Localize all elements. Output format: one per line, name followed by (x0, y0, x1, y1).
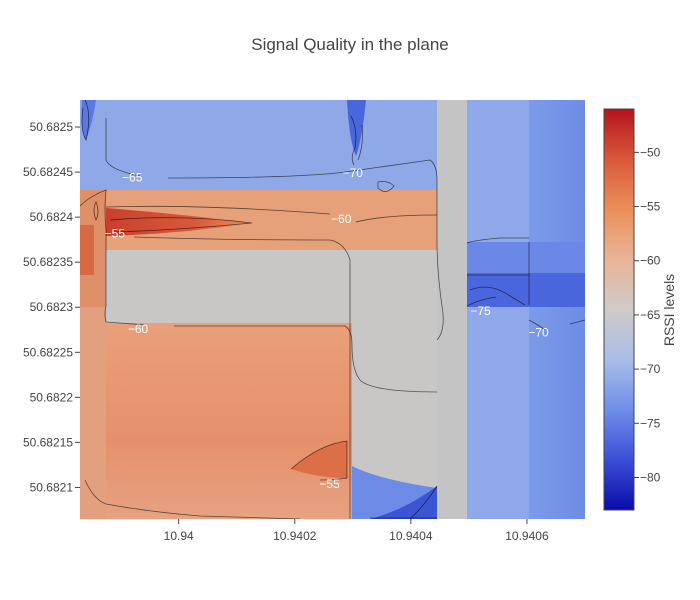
region-right-deep-band (467, 273, 585, 307)
contour-label: −70 (343, 166, 364, 180)
contour-line (350, 115, 357, 166)
colorbar-tick-label: −75 (640, 416, 661, 430)
contour-line (93, 201, 99, 221)
contour-line (105, 321, 147, 326)
y-tick-label: 50.6825 (30, 120, 74, 134)
heatmap-area (80, 100, 585, 519)
contour-line (409, 485, 438, 519)
x-tick-label: 10.9402 (273, 529, 317, 543)
contour-label: −75 (470, 304, 491, 318)
contour-line (569, 319, 585, 325)
x-tick-label: 10.94 (164, 529, 194, 543)
colorbar: −50 −55 −60 −65 −70 −75 −80 RSSI levels (603, 108, 677, 511)
colorbar-title: RSSI levels (661, 274, 677, 346)
region-right-column-a (437, 100, 467, 519)
contour-line (466, 237, 529, 244)
contour-line (377, 181, 395, 192)
contour-label: −60 (331, 212, 352, 226)
y-tick-label: 50.68225 (23, 345, 73, 359)
y-tick-label: 50.6823 (30, 300, 74, 314)
contour-line (174, 325, 438, 393)
contour-line (528, 319, 546, 331)
contour-line (105, 205, 331, 215)
region-bottom-deep (370, 486, 437, 519)
x-tick-label: 10.9404 (389, 529, 433, 543)
y-tick-label: 50.6821 (30, 480, 74, 494)
y-tick-label: 50.68215 (23, 435, 73, 449)
contour-line (290, 440, 348, 481)
region-upper-band (80, 100, 437, 190)
contour-line (167, 159, 444, 341)
colorbar-tick-label: −80 (640, 470, 661, 484)
y-tick-label: 50.68245 (23, 165, 73, 179)
contour-line (469, 286, 526, 306)
colorbar-tick-label: −70 (640, 362, 661, 376)
chart-title: Signal Quality in the plane (251, 35, 449, 54)
region-lower-left-edge (80, 307, 106, 519)
contour-line (355, 214, 438, 223)
contour-line (357, 124, 363, 161)
region-left-edge-dark (80, 225, 94, 275)
contour-label: −70 (528, 325, 549, 339)
y-tick-label: 50.6822 (30, 390, 74, 404)
colorbar-gradient (603, 108, 635, 511)
contour-line (466, 296, 497, 307)
region-right-column-b (467, 100, 529, 519)
region-red-streak (106, 208, 252, 236)
contour-label: −60 (128, 322, 149, 336)
contour-line (81, 100, 90, 142)
colorbar-tick-label: −65 (640, 308, 661, 322)
contour-label: −65 (122, 170, 143, 184)
contour-line (84, 479, 301, 519)
region-lower-block (106, 323, 352, 519)
colorbar-ticks: −50 −55 −60 −65 −70 −75 −80 (634, 145, 661, 484)
y-axis: 50.6825 50.68245 50.6824 50.68235 50.6823 50.… (23, 120, 80, 494)
contour-line (109, 217, 253, 233)
y-tick-label: 50.68235 (23, 255, 73, 269)
x-tick-label: 10.9406 (505, 529, 549, 543)
contour-label: −55 (105, 226, 126, 240)
region-right-column-c (529, 100, 585, 519)
contour-line (80, 189, 107, 323)
contour-label-group: −65 −70 −60 −55 −60 −75 −70 −55 (105, 166, 549, 491)
y-tick-label: 50.6824 (30, 210, 74, 224)
region-top-mid-blue (347, 100, 366, 156)
colorbar-tick-label: −60 (640, 254, 661, 268)
region-lower-peak (291, 441, 347, 478)
contour-label: −55 (319, 477, 340, 491)
contour-lines (80, 100, 585, 519)
contour-line (105, 118, 141, 177)
x-axis: 10.94 10.9402 10.9404 10.9406 (164, 519, 549, 543)
contour-line (133, 236, 351, 519)
colorbar-tick-label: −55 (640, 200, 661, 214)
colorbar-tick-label: −50 (640, 145, 661, 159)
